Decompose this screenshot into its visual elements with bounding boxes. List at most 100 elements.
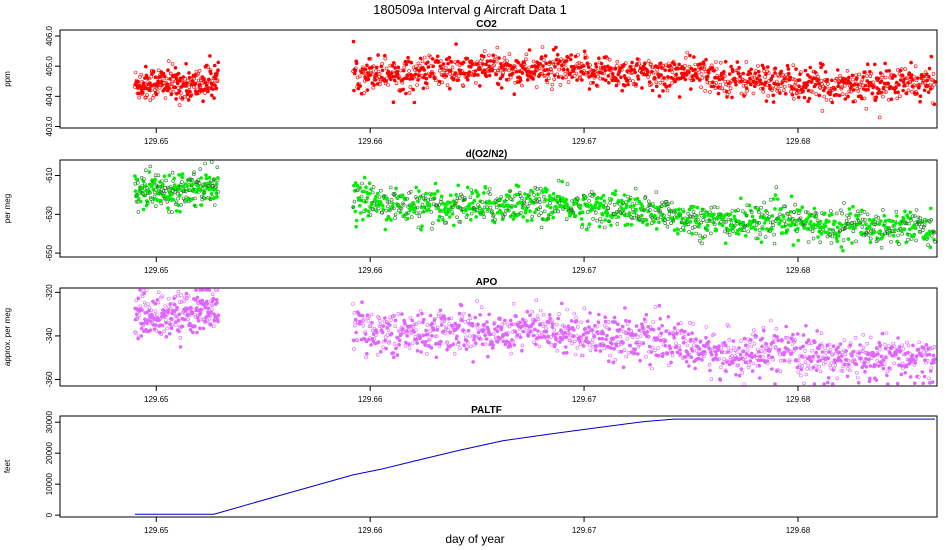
- data-point: [692, 67, 697, 72]
- data-point: [613, 189, 618, 193]
- data-point: [925, 236, 930, 240]
- data-point: [404, 62, 409, 67]
- data-point: [689, 355, 694, 360]
- data-point: [452, 351, 457, 356]
- data-point: [417, 320, 421, 325]
- data-point: [913, 64, 918, 68]
- data-point: [460, 318, 464, 323]
- data-point: [537, 344, 542, 349]
- data-point: [419, 350, 423, 354]
- data-point: [153, 177, 157, 182]
- data-point: [918, 94, 923, 98]
- data-point: [388, 207, 393, 212]
- data-point: [735, 60, 740, 64]
- data-point: [538, 186, 543, 191]
- data-point: [533, 327, 537, 332]
- data-point: [881, 85, 886, 90]
- data-point: [468, 65, 473, 69]
- data-point: [735, 78, 739, 82]
- data-point: [868, 376, 872, 381]
- data-point: [620, 324, 625, 329]
- data-point: [640, 213, 644, 218]
- data-point: [205, 302, 210, 306]
- data-point: [906, 88, 911, 93]
- data-point: [781, 215, 786, 219]
- data-point: [773, 382, 777, 386]
- data-point: [443, 205, 448, 210]
- data-point: [619, 349, 624, 354]
- data-point: [402, 65, 406, 70]
- data-point: [641, 341, 646, 346]
- data-point: [702, 215, 707, 219]
- data-point: [702, 64, 707, 69]
- data-point: [166, 59, 171, 63]
- data-point: [901, 216, 906, 221]
- data-point: [782, 76, 787, 81]
- data-point: [184, 291, 189, 296]
- data-point: [750, 75, 754, 80]
- data-point: [791, 243, 796, 247]
- data-point: [912, 83, 917, 87]
- data-point: [782, 358, 787, 363]
- data-point: [775, 197, 780, 201]
- data-point: [678, 352, 683, 356]
- data-point: [636, 57, 641, 62]
- data-point: [153, 75, 158, 79]
- data-point: [160, 83, 164, 87]
- data-point: [669, 66, 674, 71]
- data-point: [492, 220, 497, 225]
- data-point: [718, 60, 723, 65]
- data-point: [881, 208, 885, 212]
- data-point: [627, 78, 632, 83]
- data-point: [613, 67, 618, 71]
- data-point: [353, 66, 358, 71]
- data-point: [393, 66, 397, 70]
- data-point: [872, 62, 877, 67]
- data-point: [140, 294, 145, 298]
- data-point: [797, 84, 801, 88]
- data-point: [506, 77, 511, 82]
- data-point: [512, 92, 517, 96]
- data-point: [463, 71, 467, 76]
- data-point: [545, 188, 549, 192]
- data-point: [596, 74, 600, 79]
- data-point: [821, 62, 825, 67]
- data-point: [565, 68, 570, 72]
- data-point: [636, 77, 641, 81]
- data-point: [414, 74, 419, 79]
- x-tick-label: 129.66: [358, 137, 383, 146]
- data-point: [554, 322, 559, 327]
- data-point: [451, 342, 456, 347]
- data-point: [843, 97, 848, 101]
- data-point: [386, 328, 391, 333]
- data-point: [819, 331, 824, 336]
- data-point: [825, 77, 830, 82]
- data-point: [448, 193, 453, 198]
- data-point: [660, 323, 664, 328]
- data-point: [865, 341, 870, 346]
- data-point: [365, 351, 369, 356]
- data-point: [525, 309, 530, 314]
- data-point: [204, 315, 208, 320]
- panel-title: PALTF: [471, 405, 502, 416]
- data-point: [656, 65, 660, 69]
- data-point: [564, 59, 569, 63]
- data-point: [708, 90, 712, 94]
- data-point: [358, 186, 363, 190]
- data-point: [386, 83, 390, 87]
- data-point: [851, 88, 856, 92]
- data-point: [422, 68, 427, 72]
- data-point: [915, 76, 920, 80]
- data-point: [634, 324, 639, 328]
- data-point: [166, 296, 171, 301]
- data-point: [396, 65, 401, 70]
- data-point: [823, 360, 828, 365]
- data-point: [489, 201, 493, 205]
- data-point: [692, 343, 696, 348]
- data-point: [823, 70, 828, 74]
- data-point: [516, 184, 521, 188]
- data-point: [806, 363, 810, 368]
- data-point: [681, 209, 686, 214]
- y-tick-label: 403.0: [45, 116, 54, 137]
- data-point: [419, 227, 423, 232]
